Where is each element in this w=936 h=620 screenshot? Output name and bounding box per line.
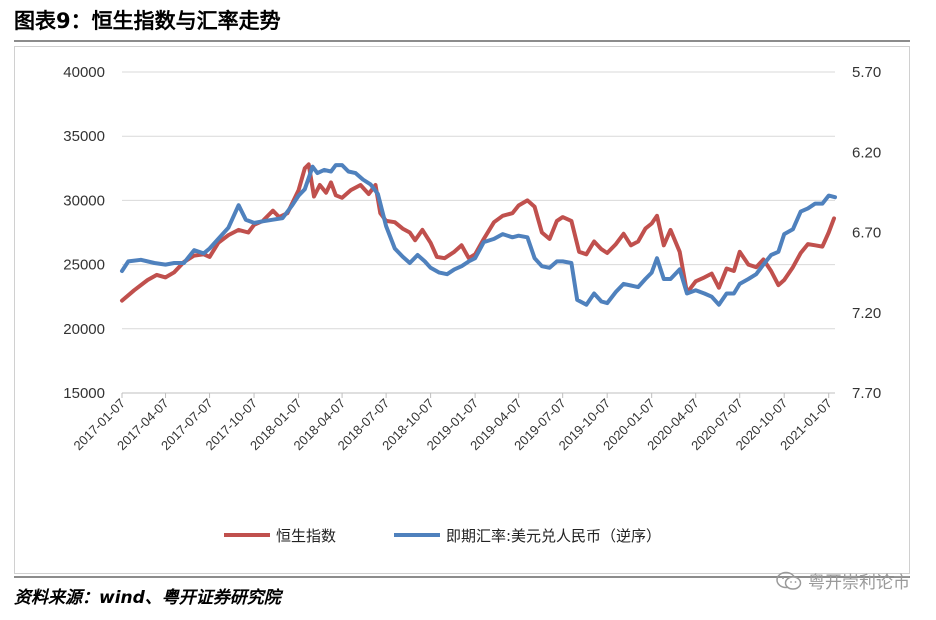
left-axis-ticks: 15000 20000 25000 30000 35000 40000 <box>63 64 105 402</box>
left-tick-label: 40000 <box>63 64 105 81</box>
x-axis-ticks: 2017-01-072017-04-072017-07-072017-10-07… <box>70 393 835 453</box>
watermark: 粤开崇利论市 <box>776 568 910 593</box>
left-tick-label: 25000 <box>63 257 105 274</box>
left-tick-label: 20000 <box>63 321 105 338</box>
left-tick-label: 30000 <box>63 192 105 209</box>
left-tick-label: 15000 <box>63 385 105 402</box>
right-tick-label: 6.20 <box>852 144 881 161</box>
right-axis-ticks: 5.70 6.20 6.70 7.20 7.70 <box>852 64 881 402</box>
title-divider <box>14 40 910 42</box>
chart-heading: 图表9：恒生指数与汇率走势 <box>14 9 281 33</box>
series-line-fx <box>120 163 837 307</box>
right-tick-label: 5.70 <box>852 64 881 81</box>
series-line-hsi <box>120 162 836 303</box>
right-tick-label: 7.20 <box>852 305 881 322</box>
right-tick-label: 7.70 <box>852 385 881 402</box>
chart-frame <box>14 46 910 574</box>
right-tick-label: 6.70 <box>852 225 881 242</box>
wechat-icon <box>776 571 802 590</box>
legend: 恒生指数 即期汇率:美元兑人民币（逆序） <box>224 527 661 545</box>
grid-lines <box>122 71 835 330</box>
footer-divider <box>14 576 910 578</box>
legend-label-fx: 即期汇率:美元兑人民币（逆序） <box>446 527 661 545</box>
left-tick-label: 35000 <box>63 128 105 145</box>
source-note: 资料来源：wind、粤开证券研究院 <box>14 588 281 608</box>
watermark-text: 粤开崇利论市 <box>808 573 910 593</box>
legend-label-hsi: 恒生指数 <box>276 527 336 545</box>
